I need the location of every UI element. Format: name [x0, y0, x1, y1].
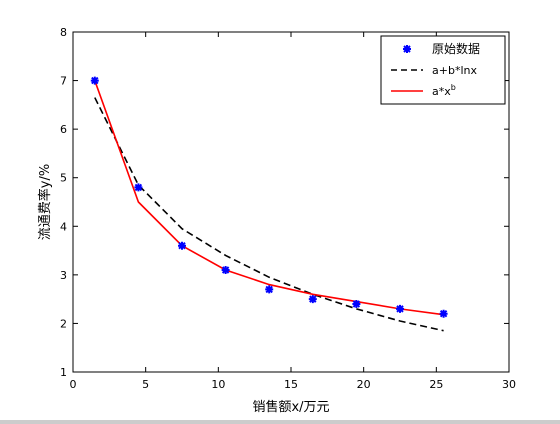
data-point-star: [221, 266, 230, 274]
legend-label-log-fit: a+b*lnx: [432, 64, 477, 77]
legend-entry-log-fit: a+b*lnx: [391, 64, 477, 77]
legend-label-raw-data: 原始数据: [432, 41, 480, 56]
y-tick-label: 3: [60, 269, 67, 282]
x-axis-label: 销售额x/万元: [252, 399, 329, 415]
x-tick-label: 20: [357, 378, 371, 391]
y-tick-label: 7: [60, 75, 67, 88]
data-point-star: [352, 300, 361, 308]
y-tick-label: 6: [60, 123, 67, 136]
data-point-star: [308, 295, 317, 304]
y-tick-label: 5: [60, 172, 67, 185]
y-axis-label: 流通费率y/%: [37, 164, 53, 240]
legend-label-power-fit: a*xb: [432, 83, 456, 98]
legend-entry-power-fit: a*xb: [391, 83, 456, 98]
x-tick-label: 0: [70, 378, 77, 391]
y-tick-label: 2: [60, 317, 67, 330]
data-point-star: [134, 183, 143, 192]
data-point-star: [439, 309, 448, 318]
legend-label-power-fit-base: a*x: [432, 85, 451, 98]
x-tick-label: 5: [142, 378, 149, 391]
x-tick-label: 15: [284, 378, 298, 391]
series-line-log-fit: [94, 97, 444, 332]
legend-entry-raw-data: 原始数据: [403, 41, 480, 56]
x-axis-ticks: 0 5 10 15 20 25 30: [70, 32, 516, 391]
x-tick-label: 30: [502, 378, 516, 391]
y-tick-label: 4: [60, 220, 67, 233]
data-point-star: [265, 285, 274, 294]
legend-star-icon: [403, 45, 411, 53]
series-line-power-fit: [94, 80, 444, 316]
legend-star-marker: [403, 45, 411, 53]
y-axis-ticks: 1 2 3 4 5 6 7 8: [60, 26, 509, 379]
x-tick-label: 10: [211, 378, 225, 391]
data-point-star: [178, 241, 186, 250]
y-tick-label: 8: [60, 26, 67, 39]
data-point-star: [396, 304, 404, 313]
legend: 原始数据 a+b*lnx a*xb: [380, 35, 506, 105]
x-tick-label: 25: [429, 378, 443, 391]
data-point-star: [90, 76, 99, 85]
series-layer: [90, 76, 448, 332]
y-tick-label: 1: [60, 366, 67, 379]
legend-label-power-fit-exponent: b: [451, 83, 456, 92]
